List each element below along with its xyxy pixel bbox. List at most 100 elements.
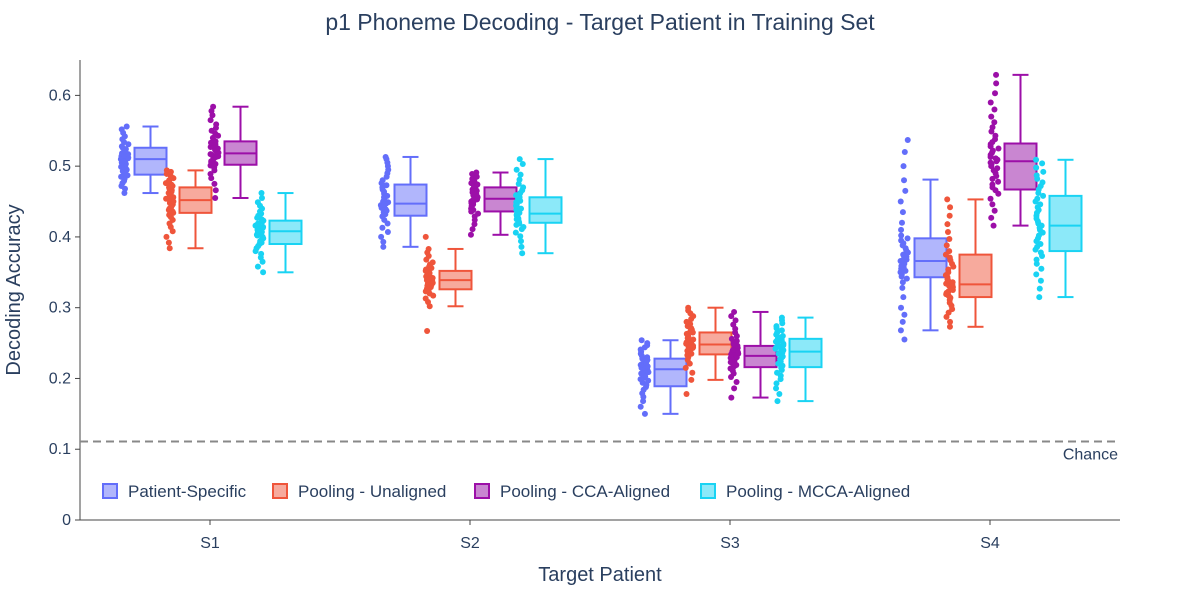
data-point xyxy=(995,145,1002,152)
data-point xyxy=(902,187,909,194)
data-point xyxy=(990,222,997,229)
data-point xyxy=(1040,168,1047,175)
data-point xyxy=(901,336,908,343)
data-point xyxy=(1034,195,1041,202)
data-point xyxy=(1040,192,1047,199)
data-point xyxy=(520,224,527,231)
data-point xyxy=(734,349,741,356)
data-point xyxy=(379,224,386,231)
data-point xyxy=(1037,249,1044,256)
box-iqr xyxy=(268,219,303,245)
y-tick-label: 0.6 xyxy=(49,87,71,104)
data-point xyxy=(899,209,906,216)
data-point xyxy=(946,323,953,330)
data-point xyxy=(1033,172,1040,179)
data-point xyxy=(516,176,523,183)
data-point xyxy=(688,376,695,383)
data-point xyxy=(992,155,999,162)
data-point xyxy=(520,184,527,191)
data-point xyxy=(774,369,781,376)
y-tick-label: 0.1 xyxy=(49,441,71,458)
box-iqr xyxy=(133,146,168,176)
data-point xyxy=(512,229,519,236)
data-point xyxy=(989,124,996,131)
data-point xyxy=(379,177,386,184)
legend-label: Patient-Specific xyxy=(128,482,247,501)
data-point xyxy=(944,221,951,228)
data-point xyxy=(254,263,261,270)
data-point xyxy=(517,238,524,245)
data-point xyxy=(991,119,998,126)
data-point xyxy=(163,167,170,174)
data-point xyxy=(946,212,953,219)
y-tick-label: 0.5 xyxy=(49,158,71,175)
data-point xyxy=(1033,256,1040,263)
data-point xyxy=(422,233,429,240)
data-point xyxy=(779,333,786,339)
box-iqr xyxy=(653,357,688,388)
data-point xyxy=(211,180,218,187)
data-point xyxy=(947,204,954,211)
data-point xyxy=(469,175,476,182)
data-point xyxy=(898,219,905,226)
data-point xyxy=(513,166,520,173)
legend-swatch xyxy=(474,483,490,499)
data-point xyxy=(380,238,387,245)
data-point xyxy=(728,394,735,401)
data-point xyxy=(208,127,215,134)
data-point xyxy=(993,80,1000,87)
data-point xyxy=(163,233,170,240)
data-point xyxy=(774,398,781,405)
chart-title: p1 Phoneme Decoding - Target Patient in … xyxy=(325,9,875,35)
y-tick-label: 0.2 xyxy=(49,370,71,387)
box-iqr xyxy=(958,253,993,299)
box-iqr xyxy=(528,196,563,224)
data-point xyxy=(213,121,220,128)
box-iqr xyxy=(788,337,823,369)
x-tick-label: S2 xyxy=(460,535,480,552)
legend-label: Pooling - Unaligned xyxy=(298,482,446,501)
data-point xyxy=(991,207,998,214)
data-point xyxy=(899,279,906,286)
data-point xyxy=(995,178,1002,185)
data-point xyxy=(645,377,652,384)
y-tick-label: 0 xyxy=(62,512,71,529)
data-point xyxy=(773,380,780,387)
data-point xyxy=(1039,160,1046,167)
data-point xyxy=(1033,260,1040,267)
data-point xyxy=(992,90,999,97)
y-axis-title: Decoding Accuracy xyxy=(3,204,25,375)
data-point xyxy=(382,153,389,160)
data-point xyxy=(946,236,953,243)
data-point xyxy=(897,198,904,205)
data-point xyxy=(118,126,125,133)
box-iqr xyxy=(393,183,428,217)
data-point xyxy=(165,239,172,246)
data-point xyxy=(989,201,996,208)
data-point xyxy=(212,195,219,201)
data-point xyxy=(690,336,697,343)
x-tick-label: S1 xyxy=(200,535,220,552)
data-point xyxy=(685,304,692,311)
data-point xyxy=(516,156,523,163)
data-point xyxy=(728,313,735,320)
data-point xyxy=(987,159,994,166)
data-point xyxy=(992,132,999,139)
x-tick-label: S3 xyxy=(720,535,740,552)
data-point xyxy=(778,314,785,321)
data-point xyxy=(899,284,906,291)
data-point xyxy=(638,337,645,344)
data-point xyxy=(899,318,906,325)
data-point xyxy=(254,199,261,206)
data-point xyxy=(473,169,480,176)
data-point xyxy=(641,410,648,417)
plot-area: 0 0.1 0.2 0.3 0.4 0.5 0.6 S1 S2 S3 S4 Chance xyxy=(49,60,1120,552)
data-point xyxy=(991,106,998,113)
data-point xyxy=(898,237,905,244)
data-point xyxy=(519,250,526,257)
data-point xyxy=(260,224,267,231)
data-point xyxy=(901,177,908,184)
data-point xyxy=(901,149,908,155)
data-point xyxy=(517,233,524,240)
